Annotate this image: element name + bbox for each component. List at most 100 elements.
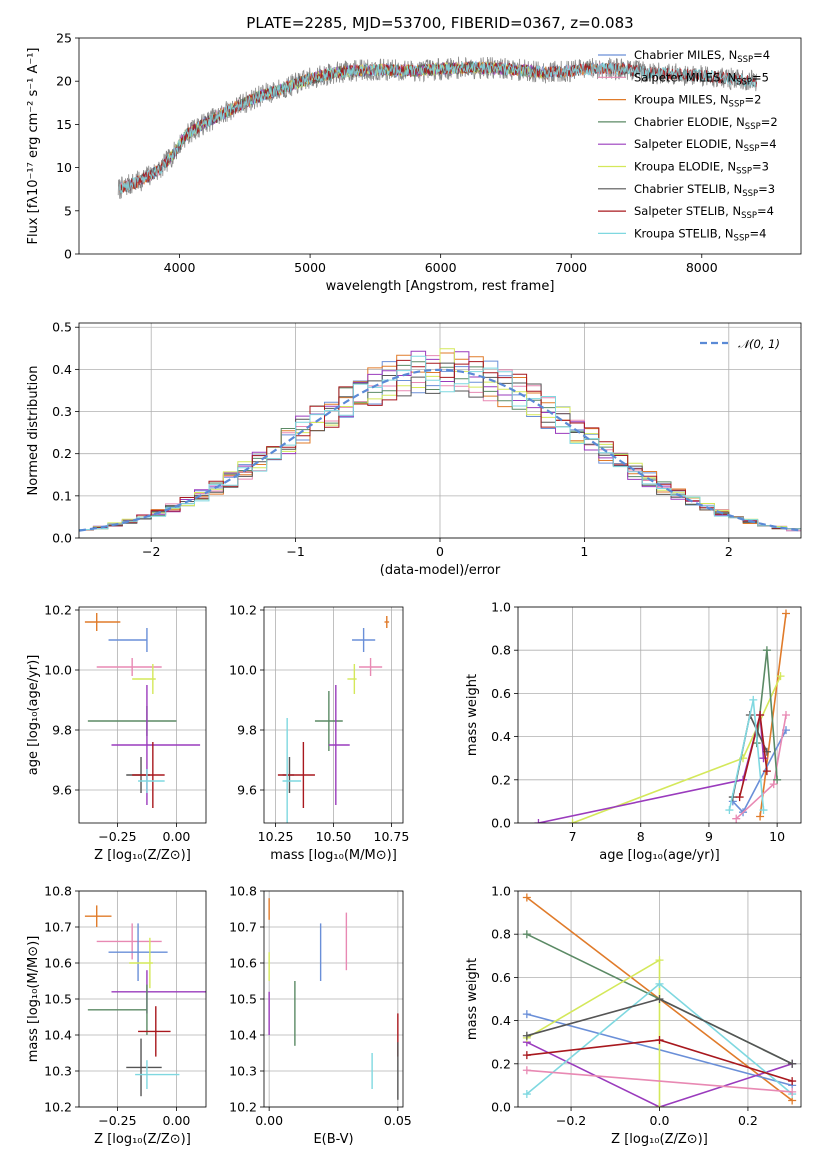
y-tick-label: 0.2 xyxy=(52,446,72,461)
series-marker xyxy=(788,1077,797,1086)
point-salpeter-stelib xyxy=(138,1006,171,1057)
point-salpeter-elodie xyxy=(111,685,201,805)
plot-area xyxy=(534,609,790,823)
x-axis-label: (data-model)/error xyxy=(380,563,501,578)
axes-frame xyxy=(263,890,404,1108)
y-tick-label: 9.8 xyxy=(237,723,257,738)
series-marker xyxy=(759,806,768,815)
y-tick-label: 0.5 xyxy=(52,320,72,335)
y-tick-label: 20 xyxy=(56,74,72,89)
x-tick-label: 9 xyxy=(705,829,713,844)
plot-area xyxy=(117,56,757,200)
y-tick-label: 10.0 xyxy=(44,663,72,678)
x-tick-label: 0.00 xyxy=(163,1113,191,1128)
series-marker xyxy=(749,695,758,704)
y-tick-label: 10.2 xyxy=(44,603,72,618)
y-tick-label: 0.4 xyxy=(52,362,72,377)
y-tick-label: 0.0 xyxy=(491,1100,511,1115)
plot-area xyxy=(79,348,801,532)
point-salpeter-elodie xyxy=(111,970,206,1014)
series-marker xyxy=(655,1036,664,1045)
point-kroupa-elodie xyxy=(132,664,156,694)
y-axis-label: mass weight xyxy=(465,958,480,1040)
y-tick-label: 10.2 xyxy=(229,1100,257,1115)
y-tick-label: 0.1 xyxy=(52,488,72,503)
panel-age-vs-z: −0.25 0.00 9.6 9.8 10.0 10.2 Z [log₁₀(Z/Z⊙)] ag… xyxy=(26,603,207,863)
y-axis-label: Normed distribution xyxy=(26,366,41,496)
legend-entry: Chabrier STELIB, NSSP=3 xyxy=(634,182,775,199)
point-salpeter-stelib xyxy=(277,742,315,808)
series-kroupa-elodie xyxy=(522,956,664,1107)
y-tick-label: 0.0 xyxy=(52,531,72,546)
y-tick-label: 10.8 xyxy=(229,884,257,899)
series-line xyxy=(728,699,765,811)
y-tick-label: 0.8 xyxy=(491,643,511,658)
y-axis-label: mass [log₁₀(M/M⊙)] xyxy=(26,936,41,1063)
y-tick-label: 10.8 xyxy=(44,884,72,899)
legend-entry: Salpeter ELODIE, NSSP=4 xyxy=(634,137,777,154)
y-tick-label: 10.2 xyxy=(44,1100,72,1115)
x-tick-label: 0.0 xyxy=(650,1113,670,1128)
y-tick-label: 10.2 xyxy=(229,603,257,618)
series-marker xyxy=(781,609,790,618)
panel-weight-vs-z: −0.2 0.0 0.2 0.0 0.2 0.4 0.6 0.8 1.0 Z [log₁₀(Z/Z… xyxy=(465,884,802,1147)
y-tick-label: 25 xyxy=(56,31,72,46)
series-salpeter-miles xyxy=(522,1066,797,1096)
y-tick-label: 10.4 xyxy=(229,1028,257,1043)
panel-residuals: −2 −1 0 1 2 0.0 0.1 0.2 0.3 0.4 0.5 (data-model)/er… xyxy=(26,320,802,578)
point-chabrier-elodie xyxy=(87,706,177,736)
x-tick-label: 0.05 xyxy=(384,1113,412,1128)
point-chabrier-elodie xyxy=(87,984,148,1035)
point-kroupa-stelib xyxy=(138,769,165,793)
panel-mass-vs-z: −0.25 0.00 10.2 10.3 10.4 10.5 10.6 10.7 10.8 Z [… xyxy=(26,884,207,1147)
x-tick-label: −0.25 xyxy=(98,1113,136,1128)
series-kroupa-miles xyxy=(756,609,790,821)
y-tick-label: 0.2 xyxy=(491,1056,511,1071)
series-marker xyxy=(534,819,543,823)
y-tick-label: 5 xyxy=(64,203,72,218)
y-tick-label: 9.8 xyxy=(52,723,72,738)
figure-title: PLATE=2285, MJD=53700, FIBERID=0367, z=0… xyxy=(246,14,633,32)
series-marker xyxy=(756,812,765,821)
point-chabrier-miles xyxy=(352,628,376,652)
y-axis-label: age [log₁₀(age/yr)] xyxy=(26,655,41,776)
point-salpeter-miles xyxy=(96,923,162,960)
series-marker xyxy=(522,1066,531,1075)
y-tick-label: 0.6 xyxy=(491,686,511,701)
series-marker xyxy=(762,767,771,776)
series-line xyxy=(759,613,787,817)
x-tick-label: 5000 xyxy=(294,260,326,275)
series-marker xyxy=(522,1090,531,1099)
series-line xyxy=(526,958,661,1107)
plot-area xyxy=(84,905,206,1097)
x-axis-label: Z [log₁₀(Z/Z⊙)] xyxy=(94,848,191,863)
y-tick-label: 10 xyxy=(56,160,72,175)
axes-frame xyxy=(517,606,802,824)
y-tick-label: 0.2 xyxy=(491,772,511,787)
panel-age-vs-mass: 10.25 10.50 10.75 9.6 9.8 10.0 10.2 mass [log₁₀… xyxy=(229,603,409,864)
point-salpeter-miles xyxy=(358,658,383,676)
x-tick-label: 6000 xyxy=(425,260,457,275)
legend-entry: Chabrier ELODIE, NSSP=2 xyxy=(634,115,778,132)
plot-area xyxy=(277,616,390,823)
gaussian-curve xyxy=(79,368,801,532)
point-kroupa-stelib xyxy=(135,1060,180,1089)
x-tick-label: 2 xyxy=(725,544,733,559)
series-kroupa-stelib xyxy=(522,979,797,1099)
series-marker xyxy=(781,711,790,719)
point-salpeter-elodie xyxy=(328,685,350,805)
x-tick-label: 10.75 xyxy=(374,829,410,844)
y-tick-label: 10.6 xyxy=(44,956,72,971)
plot-area xyxy=(268,898,399,1100)
series-marker xyxy=(735,793,744,802)
y-tick-label: 10.7 xyxy=(44,920,72,935)
axes-frame xyxy=(78,322,802,539)
point-kroupa-miles xyxy=(384,616,390,628)
y-tick-label: 0.0 xyxy=(491,816,511,831)
axes-frame xyxy=(263,606,404,824)
y-tick-label: 0.4 xyxy=(491,1013,511,1028)
legend-entry: Chabrier MILES, NSSP=4 xyxy=(634,48,770,65)
x-tick-label: 10 xyxy=(769,829,785,844)
legend-entry: Kroupa MILES, NSSP=2 xyxy=(634,93,761,110)
